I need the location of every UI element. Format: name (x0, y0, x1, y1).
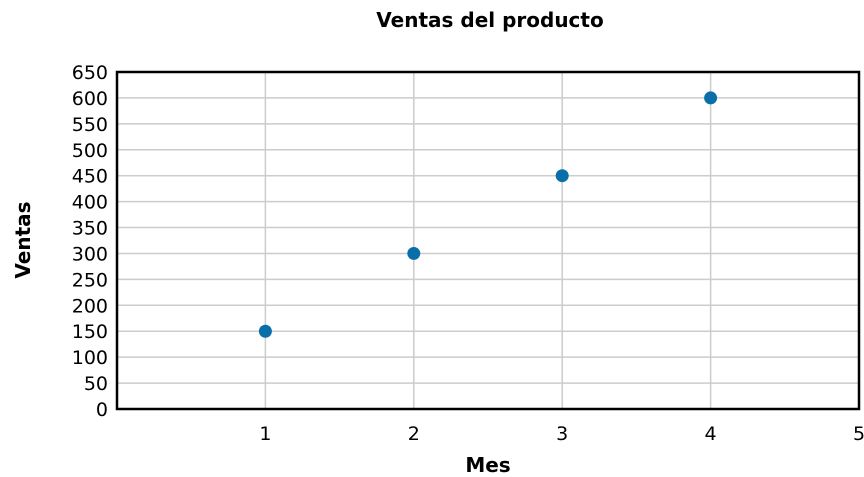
y-tick-label: 50 (84, 373, 108, 395)
x-tick-label: 3 (556, 423, 568, 445)
data-point (704, 91, 718, 105)
y-tick-label: 200 (72, 295, 108, 317)
grid (117, 72, 859, 409)
plot-area-frame (115, 70, 861, 411)
data-points (258, 91, 718, 338)
y-tick-label: 600 (72, 88, 108, 110)
y-tick-label: 400 (72, 192, 108, 214)
data-point (258, 324, 272, 338)
y-tick-label: 0 (96, 399, 108, 421)
data-point (555, 169, 569, 183)
y-tick-label: 550 (72, 114, 108, 136)
y-tick-label: 350 (72, 218, 108, 240)
y-tick-label: 500 (72, 140, 108, 162)
x-axis-title: Mes (465, 453, 510, 477)
y-tick-label: 150 (72, 321, 108, 343)
x-tick-label: 4 (705, 423, 717, 445)
y-tick-label: 650 (72, 62, 108, 84)
y-axis-title: Ventas (11, 201, 35, 278)
data-point (407, 246, 421, 260)
x-tick-label: 1 (259, 423, 271, 445)
y-tick-label: 250 (72, 269, 108, 291)
y-tick-label: 100 (72, 347, 108, 369)
x-tick-label: 5 (853, 423, 864, 445)
y-tick-label: 450 (72, 166, 108, 188)
chart-title: Ventas del producto (376, 8, 603, 32)
y-tick-label: 300 (72, 243, 108, 265)
tick-labels: 0 50 100 150 200 250 300 350 400 450 500 550 600 650 1… (72, 62, 864, 445)
x-tick-label: 2 (408, 423, 420, 445)
